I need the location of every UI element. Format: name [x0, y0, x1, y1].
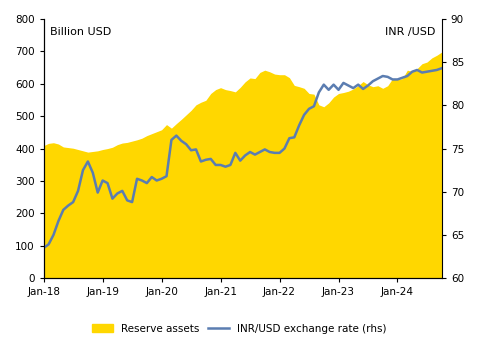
- Text: Billion USD: Billion USD: [50, 27, 111, 37]
- Legend: Reserve assets, INR/USD exchange rate (rhs): Reserve assets, INR/USD exchange rate (r…: [88, 319, 391, 338]
- Text: INR /USD: INR /USD: [386, 27, 436, 37]
